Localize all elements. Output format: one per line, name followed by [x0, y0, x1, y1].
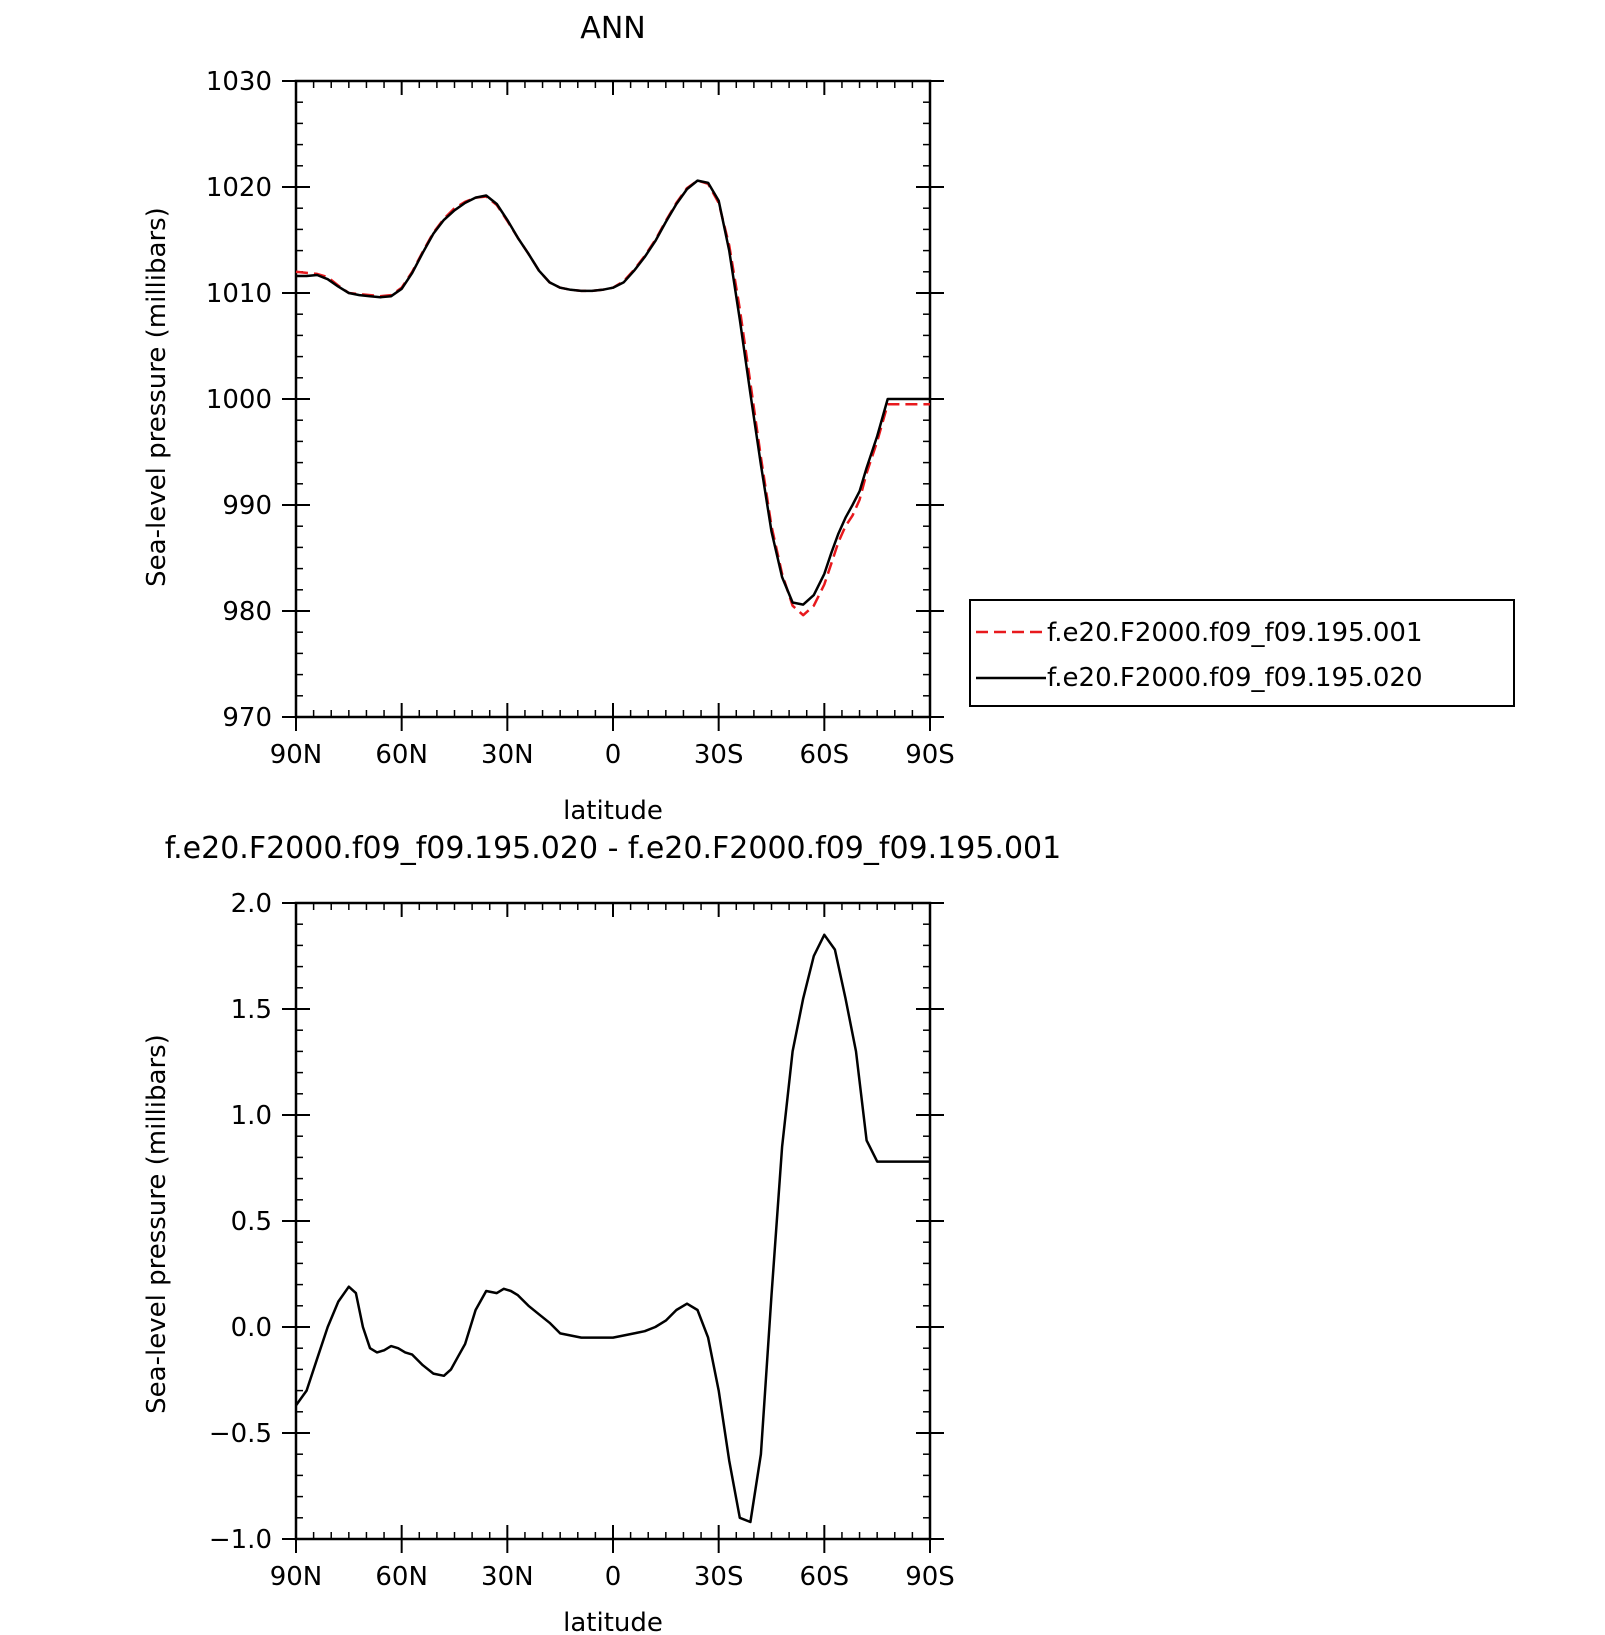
x-tick-label: 60S [800, 1562, 850, 1592]
plot-top-frame [294, 79, 932, 719]
x-tick-label: 30S [694, 740, 744, 770]
legend-label-series-2: f.e20.F2000.f09_f09.195.020 [1047, 663, 1423, 693]
plot-top-series [295, 179, 930, 617]
x-tick-label: 90S [905, 740, 955, 770]
x-tick-label: 90N [270, 740, 323, 770]
plot-bottom-series [294, 933, 930, 1524]
plot-bottom-axes: 90N 60N 30N 0 30S 60S 90S −1.0 −0.5 0.0 0.5 1.0 1.5 2… [209, 889, 955, 1592]
y-tick-label: 990 [222, 491, 272, 521]
x-tick-label: 30N [481, 1562, 534, 1592]
plot-top-xlabel: latitude [563, 796, 663, 826]
plot-bottom-ylabel: Sea-level pressure (millibars) [142, 1034, 172, 1414]
x-tick-label: 60N [375, 1562, 428, 1592]
legend: f.e20.F2000.f09_f09.195.001 f.e20.F2000.… [969, 599, 1515, 707]
x-tick-label: 60N [375, 740, 428, 770]
plot-bottom-title: f.e20.F2000.f09_f09.195.020 - f.e20.F200… [165, 831, 1061, 866]
y-tick-label: 2.0 [231, 889, 272, 919]
y-tick-label: 0.5 [231, 1207, 272, 1237]
series-line-2 [296, 179, 930, 606]
x-tick-label: 0 [605, 1562, 622, 1592]
y-tick-label: −0.5 [209, 1419, 272, 1449]
y-tick-label: 970 [222, 703, 272, 733]
legend-box [969, 599, 1515, 707]
plot-top-axes: 90N 60N 30N 0 30S 60S 90S 970 980 990 1000 1010 1020… [206, 67, 955, 770]
plot-top: ANN 90N 60N 30N 0 30S 60S 90S 970 980 990 1000 1010… [142, 11, 955, 826]
plot-bottom-xlabel: latitude [563, 1608, 663, 1635]
x-tick-label: 0 [605, 740, 622, 770]
legend-label-series-1: f.e20.F2000.f09_f09.195.001 [1047, 618, 1423, 648]
y-tick-label: 1020 [206, 173, 272, 203]
y-tick-label: 1.0 [231, 1101, 272, 1131]
y-tick-label: 980 [222, 597, 272, 627]
plot-bottom-frame [294, 901, 932, 1541]
y-tick-label: 1.5 [231, 995, 272, 1025]
x-tick-label: 30S [694, 1562, 744, 1592]
plot-bottom: f.e20.F2000.f09_f09.195.020 - f.e20.F200… [142, 831, 1061, 1635]
x-tick-label: 90S [905, 1562, 955, 1592]
y-tick-label: 1000 [206, 385, 272, 415]
x-tick-label: 60S [800, 740, 850, 770]
plot-top-title: ANN [580, 11, 645, 46]
series-line-1 [295, 179, 930, 617]
plot-top-ylabel: Sea-level pressure (millibars) [142, 207, 172, 587]
y-tick-label: 1030 [206, 67, 272, 97]
y-tick-label: 0.0 [231, 1313, 272, 1343]
x-tick-label: 30N [481, 740, 534, 770]
x-tick-label: 90N [270, 1562, 323, 1592]
y-tick-label: 1010 [206, 279, 272, 309]
y-tick-label: −1.0 [209, 1525, 272, 1555]
series-line-1 [294, 933, 930, 1524]
